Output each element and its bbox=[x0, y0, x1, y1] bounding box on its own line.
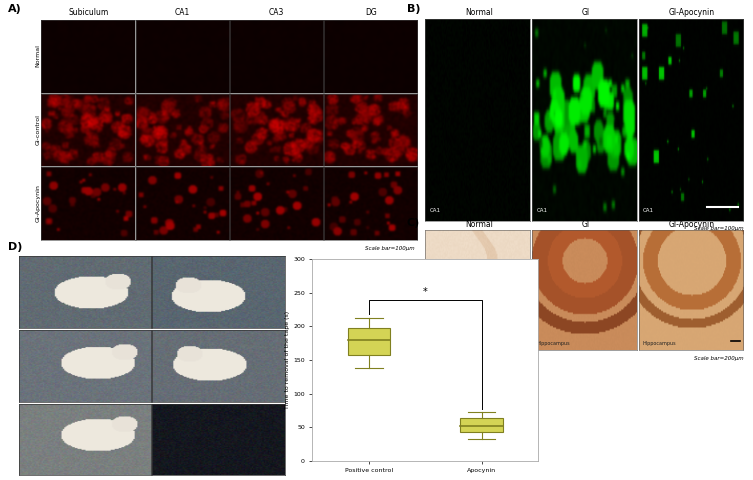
Y-axis label: Time to removal of the tape (s): Time to removal of the tape (s) bbox=[285, 311, 291, 409]
Text: Normal: Normal bbox=[465, 220, 492, 229]
Text: GI: GI bbox=[581, 8, 590, 17]
Text: Subiculum: Subiculum bbox=[69, 8, 108, 17]
Text: *: * bbox=[423, 287, 428, 297]
Text: C): C) bbox=[407, 218, 420, 228]
Text: CA1: CA1 bbox=[175, 8, 191, 17]
Text: Scale bar=200μm: Scale bar=200μm bbox=[694, 356, 743, 361]
Text: D): D) bbox=[8, 242, 22, 252]
Text: CA1: CA1 bbox=[430, 208, 441, 213]
Text: Gi-Apocynin: Gi-Apocynin bbox=[35, 184, 40, 222]
Text: CA3: CA3 bbox=[269, 8, 285, 17]
Bar bbox=[460, 419, 503, 432]
Text: Hippocampus: Hippocampus bbox=[536, 341, 570, 346]
Text: GI-Apocynin: GI-Apocynin bbox=[669, 220, 715, 229]
Text: DG: DG bbox=[365, 8, 376, 17]
Text: Hippocampus: Hippocampus bbox=[430, 341, 463, 346]
Text: B): B) bbox=[407, 4, 420, 14]
Text: GI: GI bbox=[581, 220, 590, 229]
Text: Normal: Normal bbox=[35, 45, 40, 67]
Text: Hippocampus: Hippocampus bbox=[643, 341, 677, 346]
Text: GI-Apocynin: GI-Apocynin bbox=[669, 8, 715, 17]
Text: Scale bar=100μm: Scale bar=100μm bbox=[364, 246, 414, 251]
Text: Normal: Normal bbox=[465, 8, 492, 17]
Text: CA1: CA1 bbox=[643, 208, 654, 213]
Text: Scale bar=100μm: Scale bar=100μm bbox=[694, 226, 743, 230]
Text: A): A) bbox=[8, 4, 21, 14]
Bar bbox=[347, 328, 390, 355]
Text: CA1: CA1 bbox=[536, 208, 547, 213]
Text: Gi-control: Gi-control bbox=[35, 114, 40, 145]
